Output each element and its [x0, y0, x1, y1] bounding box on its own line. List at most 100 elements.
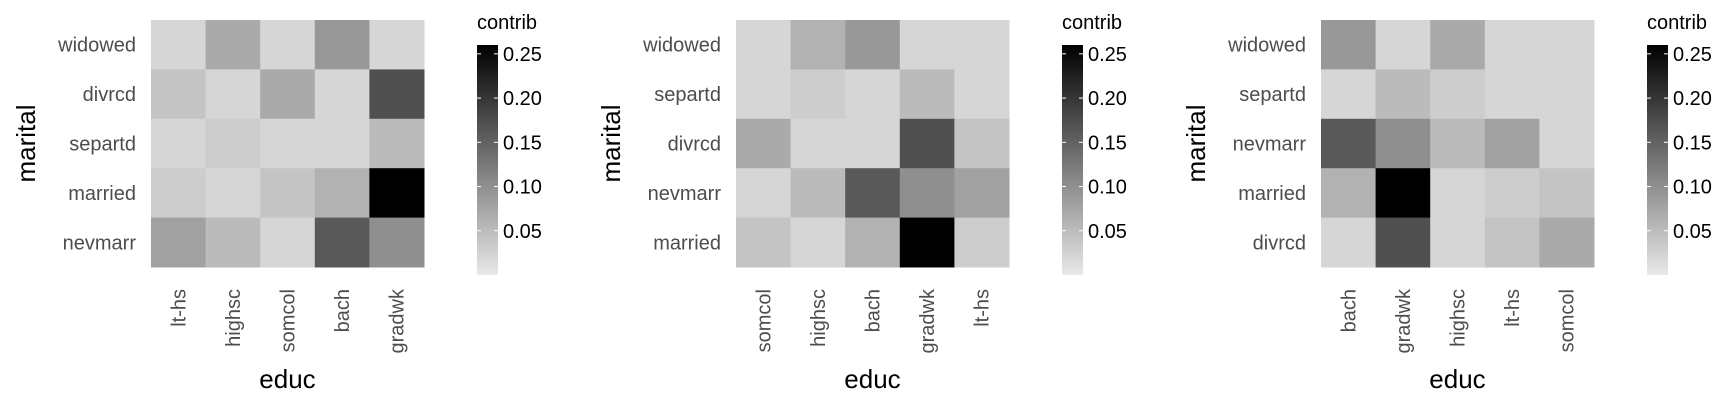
heatmap-cell [845, 69, 901, 120]
heatmap-cell [369, 217, 425, 268]
heatmap-cell [314, 118, 370, 169]
heatmap-cell [1484, 20, 1540, 70]
heatmap-cell [260, 118, 316, 169]
panel-3-legend: contrib 0.25 0.20 0.15 0.10 0.05 [1647, 12, 1712, 275]
heatmap-cell [1321, 69, 1377, 120]
heatmap-cell [954, 217, 1010, 268]
heatmap-cell [1539, 168, 1595, 219]
heatmap-cell [260, 20, 316, 70]
legend-tick-label: 0.05 [1088, 221, 1127, 243]
heatmap-cell [899, 69, 955, 120]
heatmap-cell [899, 217, 955, 268]
legend-tick-label: 0.25 [1088, 44, 1127, 66]
heatmap-cell [1539, 69, 1595, 120]
heatmap-cell [151, 217, 207, 268]
x-tick-label: lt-hs [1502, 289, 1524, 327]
x-axis-title: educ [1429, 364, 1485, 394]
x-axis-title: educ [844, 364, 900, 394]
legend-title: contrib [477, 12, 537, 34]
x-tick-label: somcol [753, 289, 775, 352]
legend-tick-label: 0.25 [503, 44, 542, 66]
x-tick-label: bach [332, 289, 354, 332]
y-tick-label: married [1238, 183, 1306, 205]
heatmap-cell [736, 168, 792, 219]
x-tick-label: highsc [1448, 289, 1470, 347]
heatmap-cell [1321, 20, 1377, 70]
panel-1-legend: contrib 0.25 0.20 0.15 0.10 0.05 [477, 12, 542, 275]
heatmap-cell [260, 168, 316, 219]
x-tick-label: bach [1338, 289, 1360, 332]
legend-colorbar [1062, 45, 1083, 275]
heatmap-cell [1484, 69, 1540, 120]
y-tick-label: divrcd [83, 84, 136, 106]
y-tick-label: nevmarr [648, 183, 722, 205]
heatmap-cell [790, 217, 846, 268]
heatmap-cell [151, 20, 207, 70]
heatmap-cell [1430, 118, 1486, 169]
heatmap-cell [954, 20, 1010, 70]
heatmap-cell [954, 69, 1010, 120]
legend-colorbar [1647, 45, 1668, 275]
y-axis-title: marital [1181, 104, 1211, 182]
heatmap-cell [845, 118, 901, 169]
heatmap-cell [1484, 168, 1540, 219]
heatmap-cell [151, 118, 207, 169]
y-axis-title: marital [596, 104, 626, 182]
x-tick-label: gradwk [917, 288, 939, 353]
y-tick-label: nevmarr [1233, 134, 1307, 156]
heatmap-cell [790, 20, 846, 70]
heatmap-cell [899, 20, 955, 70]
y-tick-label: married [68, 183, 136, 205]
heatmap-cell [1539, 217, 1595, 268]
x-tick-label: lt-hs [168, 289, 190, 327]
heatmap-cell [205, 118, 261, 169]
legend-tick-label: 0.20 [1673, 88, 1712, 110]
heatmap-cell [1484, 217, 1540, 268]
legend-tick-label: 0.05 [503, 221, 542, 243]
heatmap-cell [369, 69, 425, 120]
legend-tick-label: 0.15 [503, 132, 542, 154]
legend-tick-label: 0.15 [1673, 132, 1712, 154]
heatmap-cell [790, 168, 846, 219]
heatmap-cell [205, 217, 261, 268]
heatmap-cell [1321, 217, 1377, 268]
legend-tick-label: 0.05 [1673, 221, 1712, 243]
heatmap-cell [1375, 20, 1431, 70]
heatmap-cell [314, 20, 370, 70]
panel-2-heatmap: widowed separtd divrcd nevmarr married somcol… [596, 12, 1127, 394]
heatmap-cell [1539, 20, 1595, 70]
heatmap-cell [899, 168, 955, 219]
heatmap-cell [1539, 118, 1595, 169]
heatmap-cell [205, 168, 261, 219]
heatmap-cell [954, 168, 1010, 219]
heatmap-cell [1375, 217, 1431, 268]
x-tick-label: bach [863, 289, 885, 332]
heatmap-cell [151, 168, 207, 219]
y-tick-label: widowed [642, 35, 721, 57]
heatmap-cell [790, 69, 846, 120]
legend-title: contrib [1647, 12, 1707, 34]
y-tick-label: separtd [654, 84, 721, 106]
heatmap-cell [736, 20, 792, 70]
x-tick-label: highsc [808, 289, 830, 347]
x-tick-label: gradwk [387, 288, 409, 353]
legend-colorbar [477, 45, 498, 275]
legend-tick-label: 0.20 [1088, 88, 1127, 110]
heatmap-cell [1484, 118, 1540, 169]
heatmap-cell [314, 168, 370, 219]
legend-tick-label: 0.25 [1673, 44, 1712, 66]
heatmap-cell [736, 118, 792, 169]
heatmap-cell [845, 20, 901, 70]
heatmap-cell [1430, 20, 1486, 70]
x-tick-label: gradwk [1393, 288, 1415, 353]
heatmap-cell [1321, 118, 1377, 169]
heatmap-cell [260, 217, 316, 268]
heatmap-cell [369, 20, 425, 70]
legend-tick-label: 0.10 [503, 177, 542, 199]
heatmap-cell [205, 20, 261, 70]
heatmap-cell [369, 118, 425, 169]
heatmap-cell [1375, 168, 1431, 219]
y-tick-label: widowed [1227, 35, 1306, 57]
x-axis-title: educ [259, 364, 315, 394]
